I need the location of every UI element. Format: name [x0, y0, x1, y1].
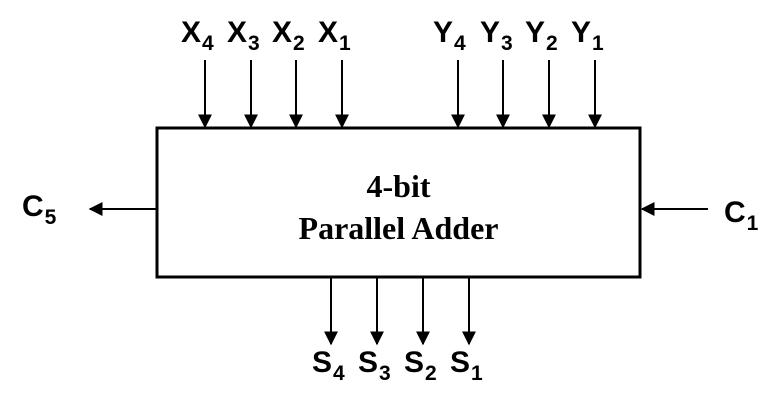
- output-s3-label: S3: [358, 346, 391, 385]
- input-x1-label: X1: [318, 16, 351, 55]
- carry-out-label: C5: [22, 190, 57, 229]
- output-s2-label: S2: [404, 346, 437, 385]
- input-y2-label: Y2: [525, 16, 558, 55]
- input-y1-label: Y1: [571, 16, 604, 55]
- block-label-line1: 4-bit: [366, 168, 431, 204]
- input-x4-label: X4: [181, 16, 214, 55]
- input-y3-label: Y3: [480, 16, 513, 55]
- input-x2-label: X2: [272, 16, 305, 55]
- output-s1-label: S1: [450, 346, 483, 385]
- block-label-line2: Parallel Adder: [298, 210, 499, 246]
- adder-block: [155, 126, 642, 279]
- carry-in-label: C1: [724, 196, 759, 235]
- input-y4-label: Y4: [433, 16, 466, 55]
- input-x3-label: X3: [227, 16, 260, 55]
- output-s4-label: S4: [312, 346, 345, 385]
- signal-arrows: [88, 60, 708, 346]
